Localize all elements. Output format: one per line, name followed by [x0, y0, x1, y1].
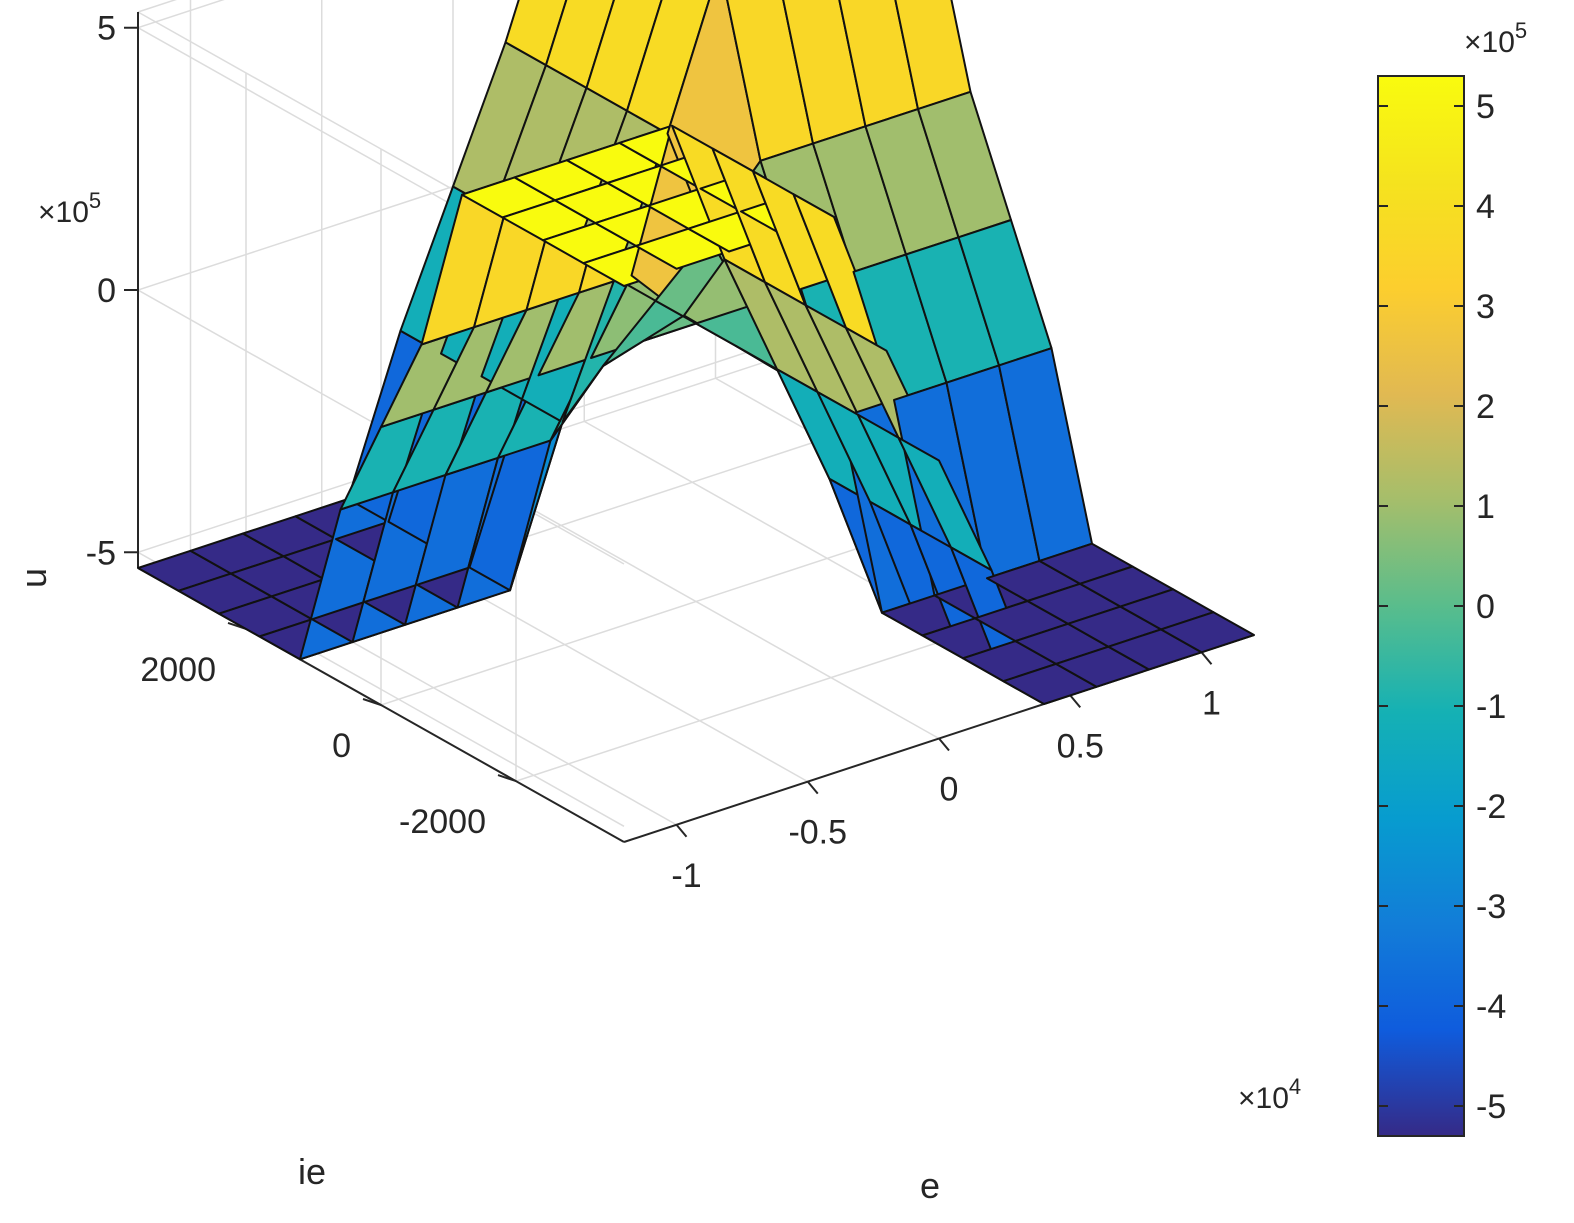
colorbar: 5 4 3 2 1 0 -1 -2 -3 -4 -5: [1377, 75, 1506, 1137]
axes-labels: u ie e ×105 ×104 ×105 -5 0 5 -2000 0 2000 -1 -0…: [13, 10, 1527, 1206]
x-tick-4: [1200, 651, 1213, 665]
y-tick-0: [497, 774, 517, 783]
colorbar-tick-label-8: -3: [1476, 888, 1506, 926]
surface-patch-7-10: [545, 0, 615, 89]
x-exponent-label: ×104: [1238, 1074, 1301, 1115]
y-tick-1: [362, 698, 382, 706]
z-axis-label: u: [13, 568, 54, 588]
z-tick-label-1: 0: [97, 272, 116, 310]
surface-patch-11-0: [1160, 611, 1255, 654]
colorbar-tick-label-4: 1: [1476, 488, 1495, 526]
y-axis-label: ie: [298, 1151, 326, 1192]
x-tick-label-0: -1: [671, 857, 701, 895]
z-exponent-label: ×105: [38, 188, 101, 229]
colorbar-tick-label-7: -2: [1476, 788, 1506, 826]
surface-patch-7-11: [504, 0, 568, 67]
colorbar-tick-label-1: 4: [1476, 188, 1495, 226]
x-tick-3: [1069, 694, 1082, 709]
surface-mesh: [137, 0, 1255, 705]
x-tick-1: [806, 780, 819, 795]
colorbar-tick-label-0: 5: [1476, 88, 1495, 126]
y-tick-label-0: -2000: [399, 803, 486, 841]
colorbar-tick-label-3: 2: [1476, 388, 1495, 426]
colorbar-tick-label-9: -4: [1476, 988, 1506, 1026]
colorbar-tick-label-10: -5: [1476, 1088, 1506, 1126]
z-tick-label-2: 5: [97, 10, 116, 48]
x-tick-label-3: 0.5: [1057, 727, 1104, 765]
colorbar-tick-label-5: 0: [1476, 588, 1495, 626]
colorbar-exponent-label: ×105: [1464, 18, 1527, 59]
z-tick-label-0: -5: [86, 534, 116, 572]
surface-patch-7-9: [585, 0, 663, 112]
colorbar-tick-label-2: 3: [1476, 288, 1495, 326]
x-tick-label-1: -0.5: [788, 814, 847, 852]
y-tick-label-2: 2000: [140, 651, 216, 689]
y-tick-label-1: 0: [332, 727, 351, 765]
x-tick-label-4: 1: [1202, 684, 1221, 722]
x-tick-2: [938, 737, 950, 752]
colorbar-tick-label-6: -1: [1476, 688, 1506, 726]
x-axis-label: e: [920, 1165, 940, 1206]
colorbar-fill: [1377, 75, 1465, 1137]
x-tick-label-2: 0: [940, 771, 959, 809]
x-tick-0: [675, 824, 688, 838]
